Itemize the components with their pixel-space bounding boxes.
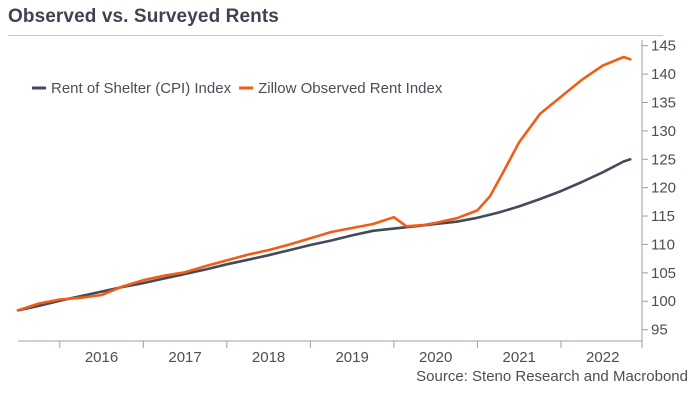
- series-line-zillow: [16, 55, 632, 312]
- y-tick-label: 145: [651, 38, 676, 55]
- y-tick-label: 125: [651, 151, 676, 168]
- x-tick-label: 2022: [586, 349, 619, 366]
- axes-group: 2016 2017 2018 2019 2020 2021 2022 95 100 105 110 1…: [18, 38, 676, 366]
- y-tick-label: 100: [651, 293, 676, 310]
- chart-title: Observed vs. Surveyed Rents: [8, 6, 279, 27]
- x-tick-label: 2017: [168, 349, 201, 366]
- y-tick-label: 95: [651, 322, 668, 339]
- y-tick-label: 130: [651, 123, 676, 140]
- series-lines: [16, 55, 632, 312]
- x-tick-label: 2019: [335, 349, 368, 366]
- y-tick-label: 140: [651, 66, 676, 83]
- x-tick-label: 2020: [419, 349, 452, 366]
- y-tick-label: 115: [651, 208, 675, 225]
- y-tick-label: 135: [651, 94, 676, 111]
- title-divider: [8, 35, 663, 36]
- y-tick-label: 120: [651, 180, 676, 197]
- y-tick-label: 105: [651, 265, 676, 282]
- x-tick-label: 2018: [252, 349, 285, 366]
- legend-label-zillow: Zillow Observed Rent Index: [258, 80, 443, 97]
- x-tick-label: 2016: [85, 349, 118, 366]
- legend: Rent of Shelter (CPI) Index Zillow Observ…: [32, 80, 443, 97]
- source-note: Source: Steno Research and Macrobond: [416, 368, 688, 385]
- y-tick-label: 110: [651, 236, 675, 253]
- x-tick-label: 2021: [503, 349, 536, 366]
- legend-label-cpi: Rent of Shelter (CPI) Index: [51, 80, 232, 97]
